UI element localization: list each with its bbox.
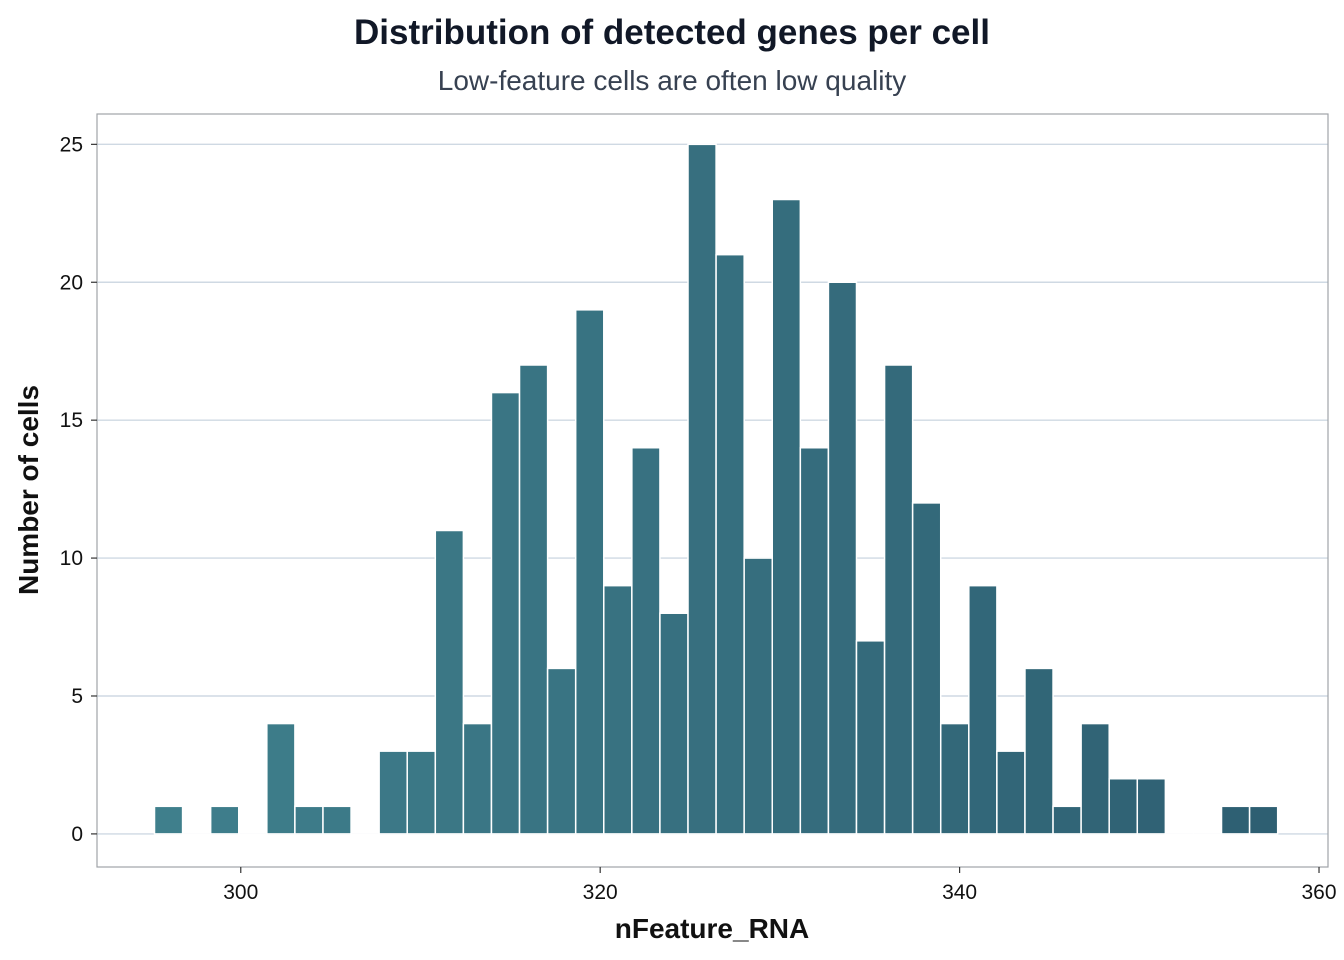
histogram-bar: [1108, 777, 1139, 835]
histogram-bar: [434, 529, 465, 835]
histogram-bar: [659, 612, 689, 835]
histogram-bar: [378, 750, 408, 835]
histogram-bar: [855, 640, 886, 835]
histogram-bar: [631, 446, 661, 835]
histogram-bar: [574, 309, 605, 835]
histogram-bar: [322, 805, 352, 835]
x-tick-label: 360: [1301, 881, 1336, 904]
y-tick-label: 15: [60, 409, 83, 432]
histogram-bar: [687, 143, 717, 835]
histogram-bar: [294, 805, 324, 835]
histogram-bar: [603, 584, 633, 835]
histogram-bar: [153, 805, 184, 835]
histogram-bar: [209, 805, 240, 835]
histogram-bar: [968, 584, 998, 835]
histogram-bar: [462, 722, 493, 835]
x-tick-label: 340: [942, 881, 977, 904]
x-tick-label: 300: [223, 881, 258, 904]
histogram-bar: [883, 364, 914, 835]
histogram-bar: [181, 833, 212, 836]
histogram-bar: [771, 198, 802, 835]
x-axis-label: nFeature_RNA: [615, 913, 809, 944]
histogram-bar: [1192, 833, 1223, 836]
histogram-bar: [1164, 833, 1195, 836]
histogram-bar: [743, 557, 774, 835]
histogram-bar: [1248, 805, 1279, 835]
histogram-bar: [911, 502, 942, 835]
histogram-bar: [518, 364, 549, 835]
histogram-bar: [827, 281, 858, 835]
histogram-bar: [1024, 667, 1054, 835]
y-tick-label: 20: [60, 271, 83, 294]
x-tick-label: 320: [583, 881, 618, 904]
histogram-bar: [546, 667, 577, 835]
histogram-bar: [715, 253, 745, 835]
histogram-bar: [939, 722, 970, 835]
histogram-bar: [490, 391, 521, 835]
histogram-bar: [799, 446, 830, 835]
histogram-bar: [266, 722, 296, 835]
chart-subtitle: Low-feature cells are often low quality: [438, 65, 906, 96]
bars: [153, 143, 1279, 836]
y-axis-ticks: 0 5 10 15 20 25: [60, 133, 97, 846]
histogram-bar: [237, 833, 268, 836]
x-axis-ticks: 300 320 340 360: [223, 867, 1337, 904]
plot-frame: [96, 113, 1329, 868]
histogram-bar: [406, 750, 437, 835]
histogram-bar: [1080, 722, 1110, 835]
histogram-bar: [996, 750, 1026, 835]
histogram-bar: [1220, 805, 1251, 835]
y-tick-label: 5: [71, 685, 83, 708]
y-axis-label: Number of cells: [13, 385, 44, 595]
histogram-bar: [1136, 777, 1167, 835]
y-tick-label: 25: [60, 133, 83, 156]
histogram-bar: [350, 833, 380, 836]
histogram-bar: [1052, 805, 1082, 835]
chart-title: Distribution of detected genes per cell: [354, 13, 990, 52]
y-tick-label: 0: [71, 823, 83, 846]
y-tick-label: 10: [60, 547, 83, 570]
